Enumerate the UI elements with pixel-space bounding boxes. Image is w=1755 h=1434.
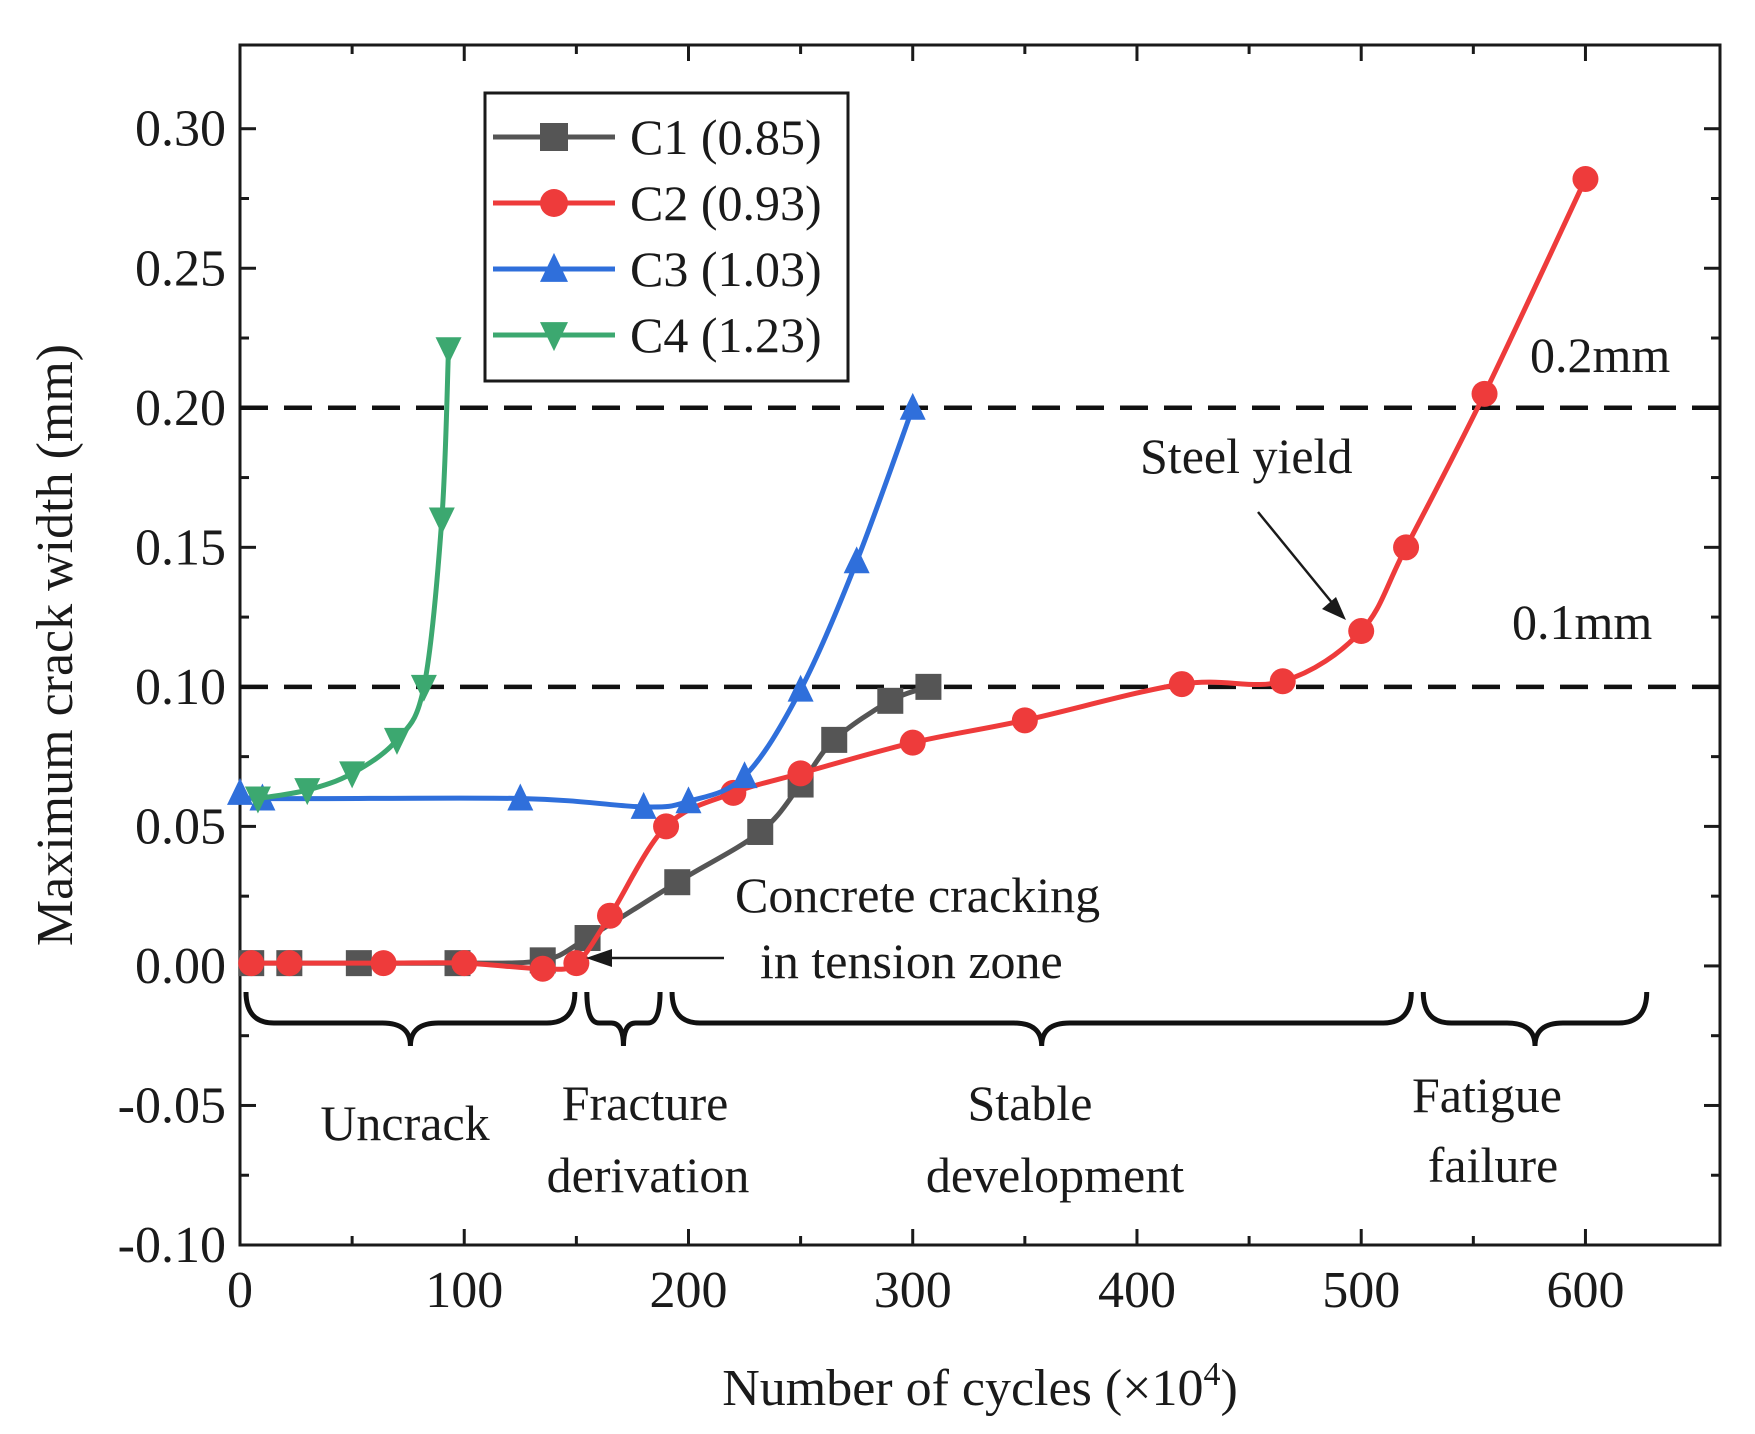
x-tick-label: 0 xyxy=(227,1262,253,1319)
y-axis-title: Maximum crack width (mm) xyxy=(27,344,84,946)
series-line xyxy=(232,406,916,810)
annotations-layer: Steel yield Concrete cracking in tension z… xyxy=(243,428,1650,1203)
x-tick-label: 300 xyxy=(874,1262,952,1319)
x-tick-label: 200 xyxy=(649,1262,727,1319)
legend-marker xyxy=(540,189,568,217)
stage-label: Fracture xyxy=(562,1075,729,1131)
data-point xyxy=(428,507,455,535)
x-axis-title: Number of cycles (×104) xyxy=(722,1356,1238,1417)
reference-label-0.1mm: 0.1mm xyxy=(1512,594,1652,650)
data-point xyxy=(675,786,702,814)
data-point xyxy=(339,761,366,789)
series-C2 (0.93) xyxy=(238,165,1599,982)
arrow-concrete-head xyxy=(586,949,612,967)
legend-marker xyxy=(540,252,568,282)
series-layer xyxy=(227,165,1599,982)
y-tick-label: 0.10 xyxy=(135,659,226,716)
plot-frame xyxy=(238,43,1722,1247)
series-C1 (0.85) xyxy=(238,673,942,977)
data-point xyxy=(899,729,926,756)
stage-brace xyxy=(1420,991,1650,1047)
data-point xyxy=(529,955,556,982)
data-point xyxy=(227,777,253,805)
data-point xyxy=(1269,668,1296,695)
data-point xyxy=(597,902,623,929)
data-point xyxy=(915,673,942,700)
y-tick-label: 0.25 xyxy=(135,240,226,297)
reference-label-0.2mm: 0.2mm xyxy=(1530,327,1670,383)
data-point xyxy=(563,950,590,977)
data-point xyxy=(1471,380,1498,407)
legend-entry: C3 (1.03) xyxy=(493,241,822,297)
legend-entry: C1 (0.85) xyxy=(493,109,822,165)
y-tick-label: 0.20 xyxy=(135,380,226,437)
data-point xyxy=(821,726,848,753)
legend-label: C2 (0.93) xyxy=(630,175,822,231)
x-tick-label: 100 xyxy=(425,1262,503,1319)
annotation-concrete-line1: Concrete cracking xyxy=(735,867,1100,923)
data-point xyxy=(507,783,534,811)
data-point xyxy=(747,818,774,845)
data-point xyxy=(238,950,265,977)
legend-label: C4 (1.23) xyxy=(630,307,822,363)
data-point xyxy=(410,674,437,702)
data-point xyxy=(787,674,814,702)
arrow-steel-yield-shaft xyxy=(1257,511,1339,611)
legend: C1 (0.85) C2 (0.93) C3 (1.03) C4 (1.23) xyxy=(483,91,850,383)
legend-marker xyxy=(540,123,568,151)
series-line xyxy=(251,177,1588,972)
axes-layer: 0 100 200 300 400 500 600 -0.10 -0.05 0.00 0.05 0.1… xyxy=(27,43,1722,1417)
y-tick-label: 0.30 xyxy=(135,101,226,158)
y-tick-label: -0.10 xyxy=(118,1217,226,1274)
legend-label: C1 (0.85) xyxy=(630,109,822,165)
data-point xyxy=(1348,618,1375,645)
data-point xyxy=(843,546,870,574)
y-tick-label: 0.15 xyxy=(135,519,226,576)
y-tick-label: 0.00 xyxy=(135,938,226,995)
stage-label: failure xyxy=(1428,1137,1558,1193)
stage-brace xyxy=(243,991,578,1047)
series-C4 (1.23) xyxy=(244,337,462,814)
data-point xyxy=(435,337,462,365)
data-point xyxy=(1168,671,1195,698)
data-point xyxy=(276,950,303,977)
annotation-steel-yield: Steel yield xyxy=(1140,428,1352,484)
arrow-steel-yield-head xyxy=(1322,597,1346,620)
stage-label: Uncrack xyxy=(320,1095,489,1151)
data-point xyxy=(1393,534,1420,561)
data-point xyxy=(787,760,814,787)
legend-entry: C2 (0.93) xyxy=(493,175,822,231)
stage-label: Fatigue xyxy=(1412,1067,1562,1123)
y-tick-label: 0.05 xyxy=(135,798,226,855)
data-point xyxy=(244,786,271,814)
x-tick-label: 600 xyxy=(1546,1262,1624,1319)
annotation-concrete-line2: in tension zone xyxy=(760,933,1063,989)
stage-brace xyxy=(584,991,663,1047)
data-point xyxy=(1572,165,1599,192)
data-point xyxy=(653,813,680,840)
data-point xyxy=(899,392,926,420)
y-tick-label: -0.05 xyxy=(118,1077,226,1134)
series-line xyxy=(257,349,451,801)
data-point xyxy=(383,727,410,755)
data-point xyxy=(630,791,657,819)
data-point xyxy=(731,761,758,789)
data-point xyxy=(1011,707,1038,734)
legend-label: C3 (1.03) xyxy=(630,241,822,297)
data-point xyxy=(370,950,397,977)
data-point xyxy=(451,950,478,977)
x-tick-label: 400 xyxy=(1098,1262,1176,1319)
stage-label: derivation xyxy=(547,1147,750,1203)
x-tick-label: 500 xyxy=(1322,1262,1400,1319)
data-point xyxy=(664,869,691,896)
legend-marker xyxy=(540,322,568,352)
stage-label: development xyxy=(926,1147,1184,1203)
data-point xyxy=(877,687,904,714)
reference-lines-layer: 0.1mm 0.2mm xyxy=(240,327,1720,690)
legend-entry: C4 (1.23) xyxy=(493,307,822,363)
data-point xyxy=(294,778,321,806)
stage-brace xyxy=(669,991,1414,1047)
stage-label: Stable xyxy=(968,1075,1093,1131)
